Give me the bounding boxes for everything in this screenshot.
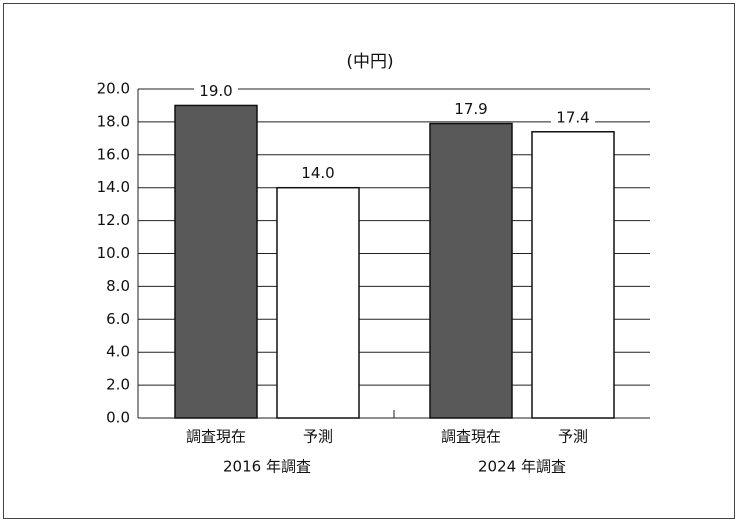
bar: [429, 122, 513, 419]
chart-title: (中円): [346, 52, 393, 72]
label-bg: [194, 81, 238, 100]
y-tick-label: 0.0: [106, 409, 130, 427]
y-tick-label: 16.0: [97, 145, 130, 163]
label-bg: [551, 107, 595, 126]
y-tick-label: 2.0: [106, 376, 130, 394]
bar: [531, 131, 615, 419]
y-tick-label: 8.0: [106, 277, 130, 295]
label-bg: [449, 99, 493, 118]
group-label: 2016 年調査: [223, 458, 311, 476]
x-tick-label: 調査現在: [441, 428, 501, 446]
y-tick-label: 4.0: [106, 343, 130, 361]
y-tick-label: 6.0: [106, 310, 130, 328]
bar: [276, 186, 360, 419]
label-bg: [296, 163, 340, 182]
x-tick-label: 予測: [303, 428, 333, 446]
value-label: 14.0: [301, 164, 334, 182]
x-tick-label: 調査現在: [186, 428, 246, 446]
y-tick-label: 12.0: [97, 211, 130, 229]
y-tick-label: 10.0: [97, 244, 130, 262]
bar: [174, 104, 258, 419]
value-label: 19.0: [199, 82, 232, 100]
y-tick-label: 18.0: [97, 112, 130, 130]
y-tick-label: 14.0: [97, 178, 130, 196]
x-tick-label: 予測: [558, 428, 588, 446]
y-tick-label: 20.0: [97, 80, 130, 98]
value-label: 17.9: [454, 100, 487, 118]
group-label: 2024 年調査: [478, 458, 566, 476]
value-label: 17.4: [556, 108, 589, 126]
